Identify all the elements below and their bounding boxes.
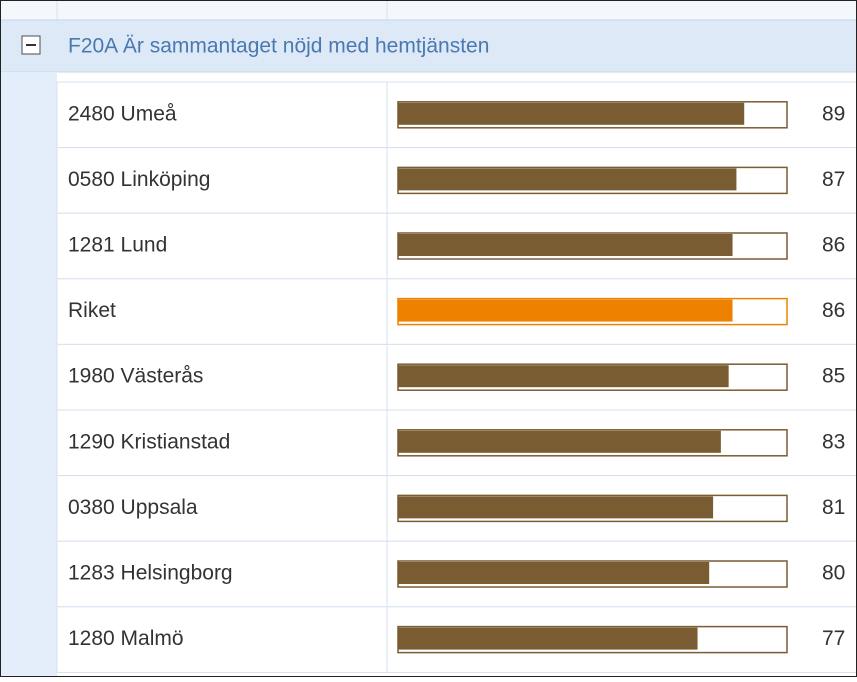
value-label: 77 xyxy=(822,627,845,650)
group-title: F20A Är sammantaget nöjd med hemtjänsten xyxy=(68,35,489,58)
row-label: 1283 Helsingborg xyxy=(68,562,233,585)
row-label: 1980 Västerås xyxy=(68,365,203,388)
row-label: 1281 Lund xyxy=(68,234,167,257)
value-label: 87 xyxy=(822,168,845,191)
bar xyxy=(398,168,737,191)
value-label: 89 xyxy=(822,102,845,125)
bar xyxy=(398,102,745,125)
rows: 2480 Umeå 89 0580 Linköping 87 1281 Lund 86 Ri… xyxy=(56,81,857,673)
value-label: 86 xyxy=(822,234,845,257)
group-header xyxy=(0,19,857,73)
bar xyxy=(398,299,733,322)
previous-row xyxy=(0,0,857,20)
row-label: 1290 Kristianstad xyxy=(68,430,230,453)
value-label: 83 xyxy=(822,430,845,453)
value-label: 86 xyxy=(822,299,845,322)
bar xyxy=(398,430,721,453)
bar xyxy=(398,365,729,388)
bar xyxy=(398,562,710,584)
bar xyxy=(398,234,733,256)
value-label: 80 xyxy=(822,562,845,585)
value-label: 85 xyxy=(822,365,845,388)
indent-column xyxy=(0,72,57,677)
value-label: 81 xyxy=(822,496,845,519)
row-label: 0380 Uppsala xyxy=(68,496,198,519)
bar xyxy=(398,496,714,519)
row-label: 2480 Umeå xyxy=(68,102,177,125)
bar xyxy=(398,627,698,650)
row-label: 1280 Malmö xyxy=(68,627,184,650)
row-label: 0580 Linköping xyxy=(68,168,210,191)
row-label: Riket xyxy=(68,299,116,322)
